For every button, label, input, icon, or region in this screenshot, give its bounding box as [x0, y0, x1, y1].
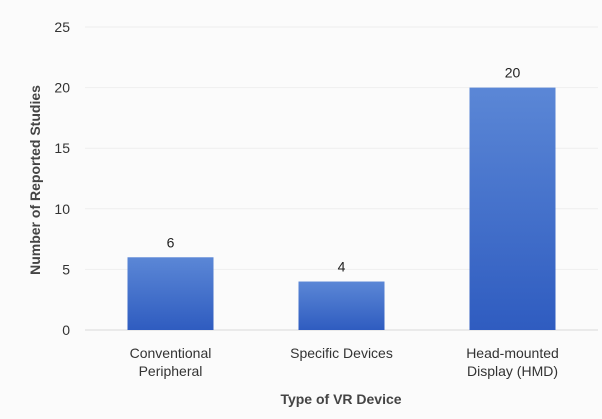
x-tick-label: Conventional Peripheral: [130, 345, 212, 379]
x-tick-label: Specific Devices: [290, 345, 393, 361]
y-tick-label: 0: [62, 322, 70, 338]
y-axis-ticks: 0 5 10 15 20 25: [54, 19, 70, 338]
x-tick-label: Head-mounted Display (HMD): [466, 345, 559, 379]
bar: [298, 281, 385, 330]
bar: [127, 257, 214, 330]
y-tick-label: 20: [54, 80, 70, 96]
bars: [127, 87, 556, 330]
y-tick-label: 15: [54, 140, 70, 156]
y-tick-label: 5: [62, 261, 70, 277]
x-axis-title: Type of VR Device: [280, 391, 401, 407]
data-label: 6: [167, 234, 175, 250]
x-axis-ticks: Conventional Peripheral Specific Devices He…: [130, 345, 559, 379]
data-labels: 6 4 20: [167, 65, 521, 275]
data-label: 4: [338, 259, 346, 275]
bar: [469, 87, 556, 330]
y-tick-label: 10: [54, 201, 70, 217]
y-tick-label: 25: [54, 19, 70, 35]
y-axis-title: Number of Reported Studies: [27, 85, 43, 275]
data-label: 20: [505, 65, 521, 81]
